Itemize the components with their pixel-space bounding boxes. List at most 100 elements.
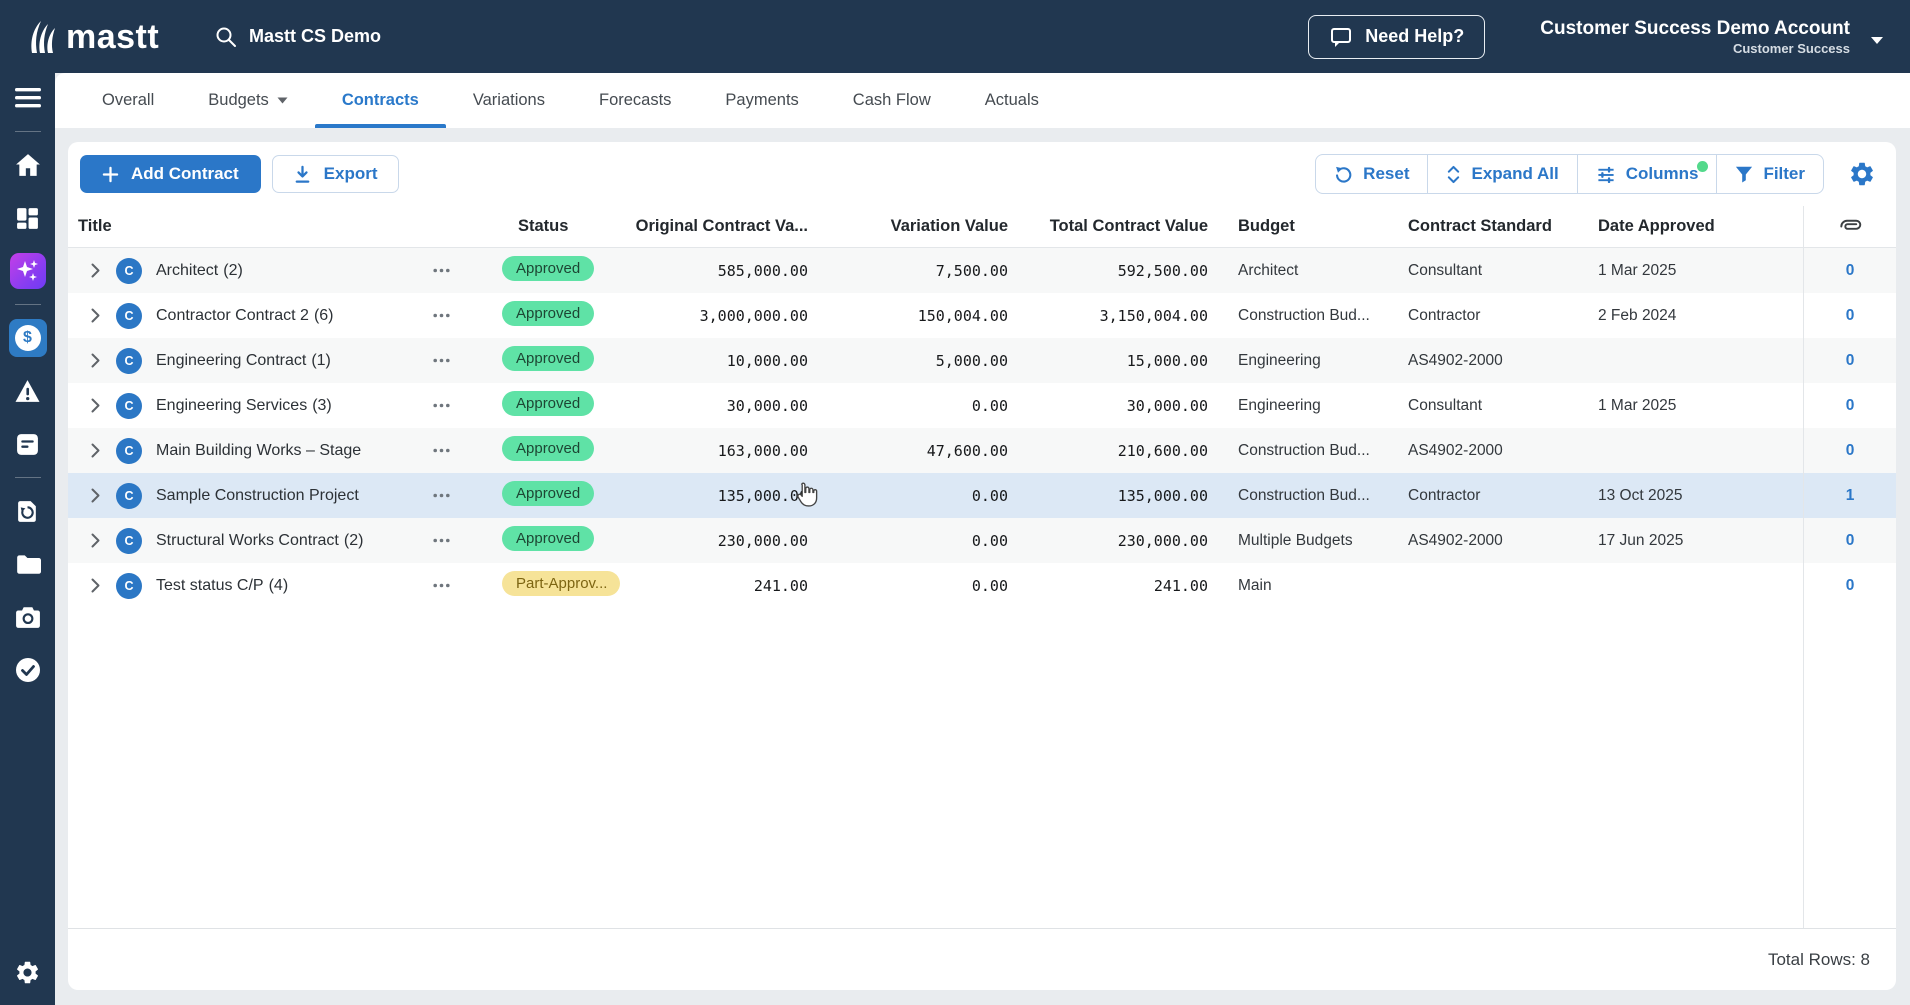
row-expander[interactable] bbox=[68, 353, 102, 368]
row-expander[interactable] bbox=[68, 533, 102, 548]
table-row[interactable]: C Structural Works Contract(2) Approved … bbox=[68, 518, 1896, 563]
table-row[interactable]: C Contractor Contract 2(6) Approved 3,00… bbox=[68, 293, 1896, 338]
sidebar-item-home[interactable] bbox=[9, 146, 47, 184]
row-menu-button[interactable] bbox=[433, 538, 450, 543]
tab-variations[interactable]: Variations bbox=[446, 73, 572, 128]
need-help-label: Need Help? bbox=[1365, 26, 1464, 47]
tab-actuals[interactable]: Actuals bbox=[958, 73, 1066, 128]
attachments-count-link[interactable]: 0 bbox=[1804, 442, 1896, 460]
sidebar-item-files[interactable] bbox=[9, 545, 47, 583]
sidebar-item-contracts-cost[interactable]: $ bbox=[9, 319, 47, 357]
column-header-contract-standard[interactable]: Contract Standard bbox=[1408, 217, 1598, 236]
need-help-button[interactable]: Need Help? bbox=[1308, 15, 1485, 59]
column-header-title[interactable]: Title bbox=[68, 217, 502, 236]
budget-cell: Engineering bbox=[1238, 352, 1408, 370]
table-row[interactable]: C Architect(2) Approved 585,000.00 7,500… bbox=[68, 248, 1896, 293]
row-expander[interactable] bbox=[68, 398, 102, 413]
variation-value-cell: 7,500.00 bbox=[838, 262, 1038, 280]
table-row[interactable]: C Sample Construction Project Approved 1… bbox=[68, 473, 1896, 518]
date-approved-cell: 17 Jun 2025 bbox=[1598, 532, 1804, 550]
contract-title: Sample Construction Project bbox=[156, 487, 364, 505]
contract-avatar: C bbox=[116, 348, 142, 374]
logo-text: mastt bbox=[66, 20, 159, 54]
tab-forecasts[interactable]: Forecasts bbox=[572, 73, 698, 128]
sidebar-item-notes[interactable] bbox=[9, 425, 47, 463]
folder-icon bbox=[15, 553, 41, 575]
mastt-logo[interactable]: mastt bbox=[0, 19, 215, 55]
reset-icon bbox=[1334, 165, 1353, 184]
project-search[interactable]: Mastt CS Demo bbox=[215, 26, 381, 48]
top-navbar: mastt Mastt CS Demo Need Help? Customer … bbox=[0, 0, 1910, 73]
total-rows-label: Total Rows: 8 bbox=[1768, 950, 1870, 970]
attachments-count-link[interactable]: 0 bbox=[1804, 262, 1896, 280]
row-menu-button[interactable] bbox=[433, 493, 450, 498]
tab-cash-flow[interactable]: Cash Flow bbox=[826, 73, 958, 128]
attachments-count-link[interactable]: 0 bbox=[1804, 577, 1896, 595]
attachments-count-link[interactable]: 1 bbox=[1804, 487, 1896, 505]
attachments-count-link[interactable]: 0 bbox=[1804, 352, 1896, 370]
expand-all-button[interactable]: Expand All bbox=[1427, 155, 1576, 193]
row-menu-button[interactable] bbox=[433, 448, 450, 453]
sidebar-item-photos[interactable] bbox=[9, 598, 47, 636]
row-menu-button[interactable] bbox=[433, 313, 450, 318]
status-cell: Approved bbox=[502, 346, 630, 376]
grid-settings-button[interactable] bbox=[1848, 160, 1876, 188]
budget-cell: Construction Bud... bbox=[1238, 307, 1408, 325]
gear-icon bbox=[1848, 160, 1876, 188]
row-expander[interactable] bbox=[68, 308, 102, 323]
table-header-row: Title Status Original Contract Va... Var… bbox=[68, 206, 1896, 248]
document-history-icon bbox=[15, 499, 40, 524]
column-header-original-value[interactable]: Original Contract Va... bbox=[630, 217, 838, 236]
column-header-total-value[interactable]: Total Contract Value bbox=[1038, 217, 1238, 236]
sidebar-item-tasks[interactable] bbox=[9, 651, 47, 689]
chevron-right-icon bbox=[91, 398, 100, 413]
add-contract-button[interactable]: Add Contract bbox=[80, 155, 261, 193]
column-header-variation-value[interactable]: Variation Value bbox=[838, 217, 1038, 236]
chevron-right-icon bbox=[91, 353, 100, 368]
row-expander[interactable] bbox=[68, 443, 102, 458]
attachments-count-link[interactable]: 0 bbox=[1804, 532, 1896, 550]
tab-overall[interactable]: Overall bbox=[75, 73, 181, 128]
sidebar-item-history[interactable] bbox=[9, 492, 47, 530]
row-menu-button[interactable] bbox=[433, 268, 450, 273]
account-name: Customer Success Demo Account bbox=[1540, 17, 1850, 41]
column-header-date-approved[interactable]: Date Approved bbox=[1598, 217, 1804, 236]
row-menu-button[interactable] bbox=[433, 358, 450, 363]
attachments-count-link[interactable]: 0 bbox=[1804, 307, 1896, 325]
tab-payments[interactable]: Payments bbox=[698, 73, 825, 128]
table-row[interactable]: C Test status C/P(4) Part-Approv... 241.… bbox=[68, 563, 1896, 608]
row-menu-button[interactable] bbox=[433, 403, 450, 408]
row-menu-button[interactable] bbox=[433, 583, 450, 588]
sidebar-menu-toggle[interactable] bbox=[9, 79, 47, 117]
contract-title-cell: C Engineering Services(3) bbox=[102, 393, 502, 419]
export-button[interactable]: Export bbox=[272, 155, 399, 193]
column-header-attachments[interactable] bbox=[1804, 215, 1896, 238]
reset-button[interactable]: Reset bbox=[1316, 155, 1427, 193]
row-expander[interactable] bbox=[68, 263, 102, 278]
table-row[interactable]: C Engineering Services(3) Approved 30,00… bbox=[68, 383, 1896, 428]
columns-button[interactable]: Columns bbox=[1577, 155, 1717, 193]
sidebar-item-risks[interactable] bbox=[9, 372, 47, 410]
ellipsis-icon bbox=[433, 358, 450, 363]
sidebar-item-settings[interactable] bbox=[9, 953, 47, 991]
sidebar-item-dashboard[interactable] bbox=[9, 199, 47, 237]
variation-value-cell: 0.00 bbox=[838, 487, 1038, 505]
table-row[interactable]: C Main Building Works – Stage Approved 1… bbox=[68, 428, 1896, 473]
status-cell: Approved bbox=[502, 481, 630, 511]
columns-active-indicator bbox=[1697, 161, 1708, 172]
account-menu-caret[interactable] bbox=[1870, 28, 1884, 45]
account-info[interactable]: Customer Success Demo Account Customer S… bbox=[1540, 17, 1850, 56]
row-expander[interactable] bbox=[68, 488, 102, 503]
attachments-count-link[interactable]: 0 bbox=[1804, 397, 1896, 415]
tab-contracts[interactable]: Contracts bbox=[315, 73, 446, 128]
column-header-budget[interactable]: Budget bbox=[1238, 217, 1408, 236]
filter-button[interactable]: Filter bbox=[1716, 155, 1823, 193]
sidebar-item-ai-assistant[interactable] bbox=[9, 252, 47, 290]
table-row[interactable]: C Engineering Contract(1) Approved 10,00… bbox=[68, 338, 1896, 383]
column-header-status[interactable]: Status bbox=[502, 217, 630, 236]
row-expander[interactable] bbox=[68, 578, 102, 593]
dollar-icon: $ bbox=[15, 325, 41, 351]
tab-budgets[interactable]: Budgets bbox=[181, 73, 315, 128]
expand-collapse-icon bbox=[1446, 165, 1461, 184]
total-contract-value-cell: 210,600.00 bbox=[1038, 442, 1238, 460]
